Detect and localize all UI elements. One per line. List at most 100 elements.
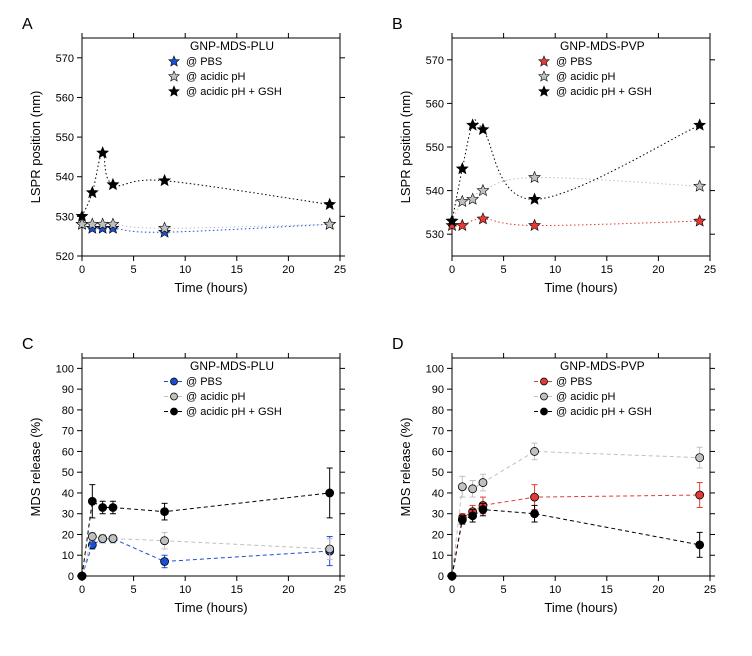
svg-text:10: 10 (549, 264, 561, 276)
svg-text:15: 15 (601, 584, 613, 596)
panel-svg: 0510152025520530540550560570Time (hours)… (20, 20, 350, 300)
legend-item-label: @ PBS (186, 376, 222, 388)
star-marker (159, 175, 170, 186)
circle-marker (78, 572, 86, 580)
x-axis-title: Time (hours) (544, 280, 617, 295)
circle-marker (326, 489, 334, 497)
legend-item-label: @ acidic pH + GSH (186, 86, 282, 98)
svg-text:550: 550 (56, 132, 74, 144)
y-axis-title: LSPR position (nm) (398, 91, 413, 204)
svg-text:80: 80 (432, 405, 444, 417)
svg-text:5: 5 (131, 584, 137, 596)
svg-text:0: 0 (449, 264, 455, 276)
star-marker (529, 172, 540, 183)
star-marker (529, 193, 540, 204)
svg-text:10: 10 (179, 264, 191, 276)
svg-text:90: 90 (62, 384, 74, 396)
star-marker (477, 185, 488, 196)
circle-marker (469, 485, 477, 493)
star-marker (467, 119, 478, 130)
circle-marker (458, 516, 466, 524)
x-axis-title: Time (hours) (544, 600, 617, 615)
svg-text:15: 15 (231, 584, 243, 596)
series-line (452, 510, 700, 576)
svg-text:560: 560 (426, 98, 444, 110)
legend-title: GNP-MDS-PLU (190, 359, 274, 373)
legend-title: GNP-MDS-PLU (190, 39, 274, 53)
y-axis-title: MDS release (%) (398, 418, 413, 517)
star-marker (694, 215, 705, 226)
star-marker (457, 219, 468, 230)
svg-text:15: 15 (231, 264, 243, 276)
series-line (452, 495, 700, 576)
star-marker (457, 163, 468, 174)
series-line (82, 153, 330, 216)
series-line (82, 537, 330, 576)
svg-text:40: 40 (62, 488, 74, 500)
svg-text:0: 0 (79, 264, 85, 276)
legend-item-label: @ acidic pH (186, 391, 246, 403)
svg-text:20: 20 (652, 264, 664, 276)
svg-text:10: 10 (179, 584, 191, 596)
star-marker (107, 179, 118, 190)
svg-text:25: 25 (704, 584, 716, 596)
circle-marker (326, 545, 334, 553)
svg-text:0: 0 (438, 571, 444, 583)
series-line (82, 493, 330, 576)
panel-a: A0510152025520530540550560570Time (hours… (20, 20, 350, 300)
circle-marker (458, 483, 466, 491)
legend-item-label: @ acidic pH + GSH (186, 406, 282, 418)
svg-text:60: 60 (62, 446, 74, 458)
circle-marker (479, 479, 487, 487)
svg-text:50: 50 (432, 467, 444, 479)
panel-label: B (392, 16, 403, 34)
svg-text:530: 530 (426, 229, 444, 241)
svg-text:25: 25 (704, 264, 716, 276)
circle-marker (109, 503, 117, 511)
star-marker (694, 119, 705, 130)
svg-text:20: 20 (282, 264, 294, 276)
star-marker (694, 180, 705, 191)
panel-svg: 05101520250102030405060708090100Time (ho… (390, 340, 720, 620)
star-marker (477, 213, 488, 224)
legend-item-label: @ acidic pH (556, 391, 616, 403)
svg-text:20: 20 (432, 529, 444, 541)
circle-marker (161, 557, 169, 565)
legend-title: GNP-MDS-PVP (560, 39, 645, 53)
panel-b: B0510152025530540550560570Time (hours)LS… (390, 20, 720, 300)
x-axis-title: Time (hours) (174, 280, 247, 295)
legend-item-label: @ acidic pH + GSH (556, 86, 652, 98)
figure-container: A0510152025520530540550560570Time (hours… (0, 0, 752, 656)
legend-item-label: @ PBS (556, 56, 592, 68)
panel-d: D05101520250102030405060708090100Time (h… (390, 340, 720, 620)
svg-text:20: 20 (62, 529, 74, 541)
circle-marker (531, 510, 539, 518)
series-line (82, 539, 330, 576)
svg-text:50: 50 (62, 467, 74, 479)
svg-text:5: 5 (501, 264, 507, 276)
svg-text:70: 70 (62, 426, 74, 438)
circle-marker (88, 497, 96, 505)
star-marker (467, 193, 478, 204)
circle-marker (161, 537, 169, 545)
svg-text:15: 15 (601, 264, 613, 276)
svg-text:60: 60 (432, 446, 444, 458)
svg-text:570: 570 (426, 55, 444, 67)
panel-label: C (22, 336, 34, 354)
star-marker (324, 218, 335, 229)
series-line (452, 219, 700, 226)
star-marker (324, 198, 335, 209)
svg-text:0: 0 (449, 584, 455, 596)
legend-item-label: @ acidic pH (186, 71, 246, 83)
star-marker (97, 147, 108, 158)
svg-text:0: 0 (68, 571, 74, 583)
star-marker (477, 124, 488, 135)
svg-text:90: 90 (432, 384, 444, 396)
svg-text:30: 30 (432, 509, 444, 521)
svg-text:5: 5 (501, 584, 507, 596)
circle-marker (479, 506, 487, 514)
circle-marker (696, 541, 704, 549)
svg-text:560: 560 (56, 92, 74, 104)
series-line (452, 177, 700, 221)
circle-marker (88, 533, 96, 541)
